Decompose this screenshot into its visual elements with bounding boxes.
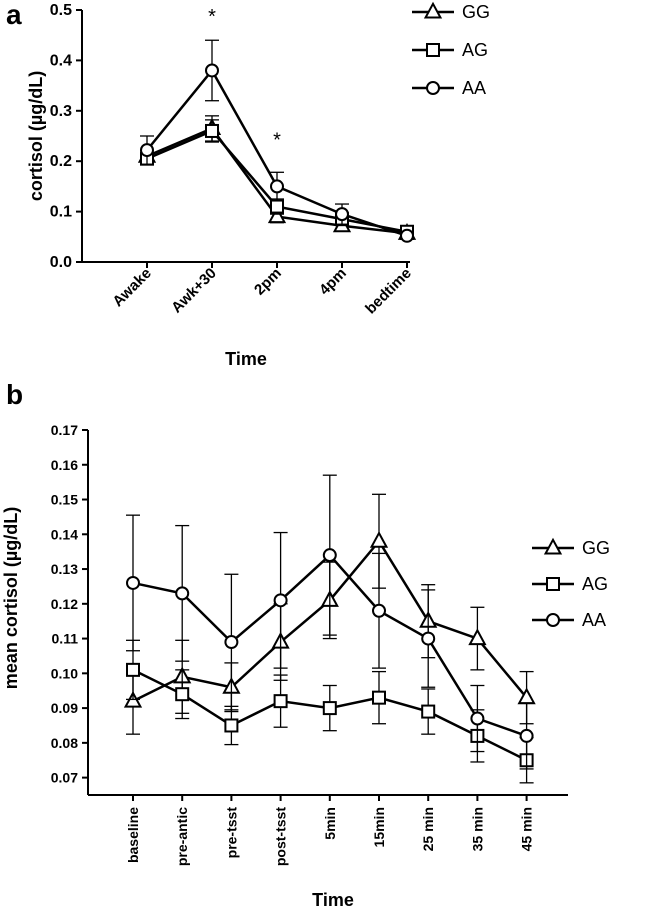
panel-a-x-axis-title: Time	[225, 349, 267, 369]
y-tick-label: 0.5	[50, 2, 72, 19]
x-tick-label: 45 min	[519, 807, 535, 851]
y-tick-label: 0.15	[51, 492, 78, 508]
data-point-circle	[205, 63, 219, 78]
x-tick-label: 5min	[322, 807, 338, 840]
panel-a-label: a	[6, 0, 22, 30]
legend-marker-circle	[546, 613, 560, 627]
y-tick-label: 0.17	[51, 422, 78, 438]
y-tick-label: 0.08	[51, 735, 78, 751]
data-point-square	[126, 662, 140, 677]
y-tick-label: 0.13	[51, 561, 78, 577]
legend-label-gg: GG	[462, 2, 490, 22]
y-tick-label: 0.0	[50, 254, 72, 271]
x-tick-label: 2pm	[251, 265, 285, 299]
data-point-square	[421, 704, 436, 719]
panel-b-x-axis-title: Time	[312, 890, 354, 908]
data-point-circle	[519, 728, 534, 743]
legend-marker-triangle	[423, 1, 443, 19]
data-point-square	[372, 690, 386, 705]
x-tick-label: baseline	[125, 807, 141, 863]
data-point-square	[175, 687, 190, 702]
panel-a: a 0.0 0.1 0.2 0.3 0.4 0.5 Awake Awk+30 2pm 4pm bed…	[6, 0, 490, 369]
y-tick-label: 0.09	[51, 700, 78, 716]
data-point-circle	[421, 631, 436, 646]
legend-label-gg: GG	[582, 538, 610, 558]
x-tick-label: post-tsst	[273, 807, 289, 866]
x-tick-label: 4pm	[316, 265, 350, 299]
y-tick-label: 0.4	[50, 52, 72, 69]
panel-b: b 0.070.080.090.100.110.120.130.140.150.…	[1, 379, 610, 908]
data-point-circle	[175, 586, 190, 601]
data-point-circle	[335, 207, 349, 222]
x-tick-label: pre-antic	[174, 807, 190, 866]
legend-marker-square	[426, 43, 440, 57]
panel-b-y-axis-title: mean cortisol (µg/dL)	[1, 507, 21, 689]
legend: GG AG AA	[532, 537, 610, 630]
x-tick-label: Awk+30	[168, 265, 220, 317]
series-aa	[126, 474, 534, 770]
legend: GG AG AA	[412, 1, 490, 98]
data-point-triangle	[468, 628, 487, 646]
panel-a-plot: 0.0 0.1 0.2 0.3 0.4 0.5 Awake Awk+30 2pm 4pm bedti…	[50, 1, 490, 318]
legend-label-ag: AG	[582, 574, 608, 594]
data-point-circle	[140, 143, 154, 158]
panel-b-label: b	[6, 379, 23, 410]
series-aa	[140, 39, 414, 243]
y-tick-label: 0.12	[51, 596, 78, 612]
y-tick-label: 0.16	[51, 457, 78, 473]
data-point-circle	[273, 593, 288, 608]
significance-star: *	[208, 6, 216, 28]
y-tick-label: 0.07	[51, 770, 78, 786]
data-point-circle	[270, 179, 284, 194]
data-point-triangle	[369, 530, 389, 548]
legend-label-aa: AA	[582, 610, 606, 630]
data-point-circle	[224, 635, 239, 650]
x-tick-label: 35 min	[469, 807, 485, 851]
y-tick-label: 0.14	[51, 526, 78, 542]
data-point-square	[322, 701, 337, 716]
data-point-triangle	[267, 206, 287, 224]
y-tick-label: 0.11	[52, 631, 79, 647]
x-tick-label: 15min	[371, 807, 387, 847]
x-tick-label: 25 min	[420, 807, 436, 851]
x-tick-label: Awake	[109, 265, 154, 310]
y-tick-label: 0.10	[51, 665, 78, 681]
legend-label-ag: AG	[462, 40, 488, 60]
y-tick-label: 0.1	[50, 204, 72, 221]
data-point-circle	[400, 228, 414, 243]
data-point-square	[205, 123, 219, 138]
data-point-square	[270, 199, 284, 214]
legend-marker-square	[546, 577, 560, 591]
y-tick-label: 0.2	[50, 153, 72, 170]
panel-a-y-axis-title: cortisol (µg/dL)	[26, 71, 46, 201]
y-tick-label: 0.3	[50, 103, 72, 120]
data-point-circle	[126, 575, 140, 590]
data-point-square	[273, 694, 288, 709]
data-point-circle	[372, 603, 386, 618]
data-point-circle	[470, 711, 485, 726]
significance-star: *	[273, 130, 281, 152]
legend-marker-triangle	[543, 537, 563, 555]
data-point-square	[224, 718, 239, 733]
legend-label-aa: AA	[462, 78, 486, 98]
legend-marker-circle	[426, 81, 440, 95]
data-point-circle	[322, 548, 337, 563]
panel-b-plot: 0.07 0.08 0.09 0.10 0.11 0.12 0.13 0.14 0.15 0.16…	[51, 422, 610, 866]
x-tick-label: pre-tsst	[223, 807, 239, 859]
x-tick-label: bedtime	[362, 265, 415, 318]
